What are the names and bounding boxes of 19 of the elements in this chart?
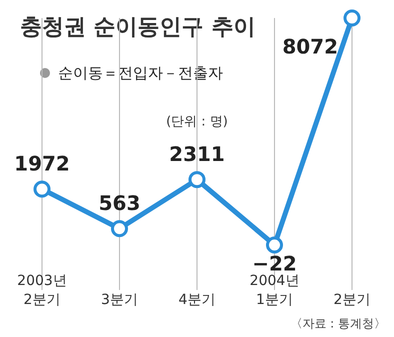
point xyxy=(188,171,206,188)
point xyxy=(266,236,283,254)
data-label: 8072 xyxy=(282,34,338,58)
text: 〈자료 : 통계청〉 xyxy=(290,316,386,330)
x-tick-label: 3분기 xyxy=(101,292,138,308)
point xyxy=(34,180,50,198)
title: 충청권 순이동인구 추이 xyxy=(20,15,256,40)
annotation: (단위 : 명) xyxy=(166,114,228,130)
point xyxy=(111,220,128,238)
data-label: 1972 xyxy=(14,152,70,176)
x-tick-label: 2003년 2분기 xyxy=(17,272,67,308)
data-label: 2311 xyxy=(169,142,225,166)
x-tick-label: 2분기 xyxy=(334,292,370,308)
data-label: −22 xyxy=(252,251,297,276)
subtitle: 순이동＝전입자－전출자 xyxy=(58,64,223,82)
point xyxy=(344,10,360,26)
data-label: 563 xyxy=(98,191,140,216)
x-tick-label: 4분기 xyxy=(178,292,216,308)
x-tick-label: 2004년 1분기 xyxy=(250,272,300,308)
